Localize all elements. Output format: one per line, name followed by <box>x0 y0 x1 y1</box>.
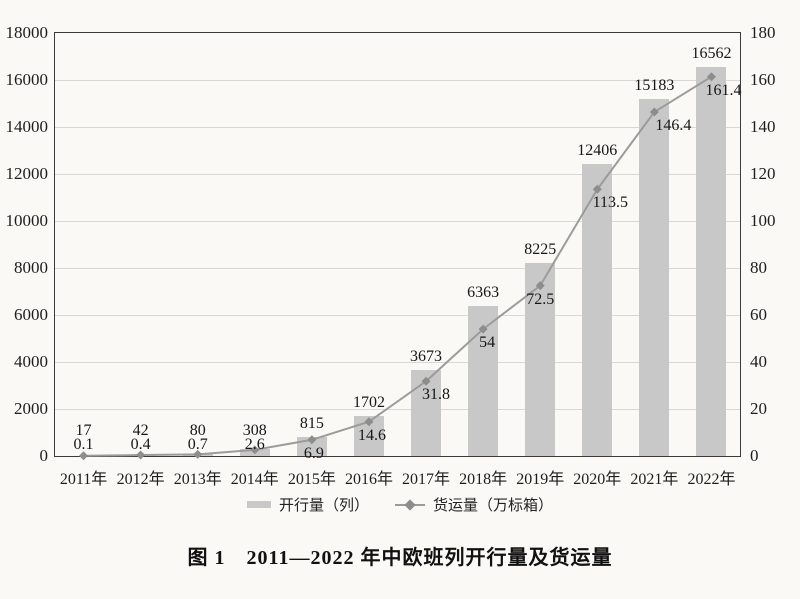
line-value-label: 0.7 <box>187 436 208 453</box>
right-axis-tick-label: 40 <box>750 352 767 371</box>
legend-item-line-series: 货运量（万标箱） <box>395 494 553 515</box>
line-value-label: 6.9 <box>303 444 324 462</box>
legend-bar-label: 开行量（列） <box>278 498 369 514</box>
right-axis-tick-label: 140 <box>750 117 776 136</box>
bar <box>639 99 670 456</box>
bar-value-label: 15183 <box>634 77 675 95</box>
left-axis-tick-label: 6000 <box>14 305 48 324</box>
line-value-label: 54 <box>479 334 496 352</box>
x-axis-category-label: 2014年 <box>230 471 279 488</box>
left-axis-tick-label: 12000 <box>5 164 49 183</box>
x-axis-category-label: 2022年 <box>687 471 736 488</box>
x-axis-category-label: 2021年 <box>630 471 679 488</box>
bar <box>525 262 556 456</box>
x-axis-category-label: 2011年 <box>59 471 108 488</box>
line-value-label: 0.1 <box>73 436 94 453</box>
bar-value-label: 42 <box>132 422 149 439</box>
bar <box>696 66 727 456</box>
left-axis-tick-label: 8000 <box>14 258 48 277</box>
line-point-marker <box>136 450 146 460</box>
left-axis-tick-label: 4000 <box>14 352 48 371</box>
x-axis-category-label: 2015年 <box>287 471 336 488</box>
left-axis-tick-label: 16000 <box>5 70 49 89</box>
x-axis-category-label: 2017年 <box>402 471 451 488</box>
figure-caption: 图 1 2011—2022 年中欧班列开行量及货运量 <box>187 547 613 569</box>
bar-value-label: 12406 <box>577 142 618 160</box>
bar <box>582 164 613 456</box>
bar-value-label: 3673 <box>410 347 443 365</box>
left-axis-tick-label: 10000 <box>5 211 49 230</box>
line-value-label: 2.6 <box>244 436 265 453</box>
right-axis-tick-label: 20 <box>750 399 767 418</box>
line-point-marker <box>193 449 203 459</box>
line-point-marker <box>478 324 488 334</box>
left-axis-tick-label: 2000 <box>14 399 48 418</box>
legend-line-label: 货运量（万标箱） <box>433 498 554 514</box>
line-point-marker <box>421 376 431 386</box>
line-point-marker <box>250 445 260 455</box>
bar-value-label: 17 <box>75 422 92 439</box>
line-point-marker <box>364 417 374 427</box>
right-axis-tick-label: 120 <box>750 164 776 183</box>
line-value-label: 31.8 <box>422 386 451 404</box>
line-series-swatch-icon <box>395 498 425 511</box>
right-axis-tick-label: 180 <box>750 23 776 42</box>
line-path <box>83 75 712 457</box>
x-axis-category-label: 2019年 <box>516 471 565 488</box>
right-axis-tick-label: 0 <box>750 446 759 465</box>
line-value-label: 113.5 <box>592 194 628 212</box>
right-axis-tick-label: 80 <box>750 258 767 277</box>
bar-value-label: 6363 <box>467 284 500 302</box>
x-axis-category-label: 2016年 <box>344 471 393 488</box>
line-value-label: 0.4 <box>130 436 151 453</box>
line-value-label: 146.4 <box>655 116 692 134</box>
bar-value-label: 80 <box>189 422 206 439</box>
right-axis-tick-label: 160 <box>750 70 776 89</box>
bar-value-label: 815 <box>299 414 324 432</box>
line-value-label: 14.6 <box>357 426 386 444</box>
bar-value-label: 1702 <box>352 394 385 411</box>
line-point-marker <box>307 435 317 445</box>
left-axis-tick-label: 14000 <box>5 117 49 136</box>
line-point-marker <box>535 281 545 291</box>
bar-value-label: 308 <box>242 422 267 439</box>
line-point-marker <box>706 72 716 82</box>
x-axis-category-label: 2012年 <box>116 471 165 488</box>
x-axis-category-label: 2013年 <box>173 471 222 488</box>
line-value-label: 161.4 <box>705 81 742 99</box>
x-axis-category-label: 2018年 <box>459 471 508 488</box>
line-point-marker <box>592 184 602 194</box>
left-axis-tick-label: 0 <box>39 446 49 465</box>
left-axis-tick-label: 18000 <box>5 23 49 42</box>
bar-value-label: 8225 <box>524 240 557 258</box>
line-point-marker <box>649 107 659 117</box>
right-axis-tick-label: 60 <box>750 305 767 324</box>
bar-value-label: 16562 <box>691 44 732 62</box>
x-axis-category-label: 2020年 <box>573 471 622 488</box>
legend: 开行量（列） 货运量（万标箱） <box>0 494 800 515</box>
line-value-label: 72.5 <box>526 290 555 308</box>
right-axis-tick-label: 100 <box>750 211 776 230</box>
bar-series-swatch-icon <box>246 501 271 508</box>
legend-item-bar-series: 开行量（列） <box>246 494 369 515</box>
line-point-marker <box>79 451 89 461</box>
